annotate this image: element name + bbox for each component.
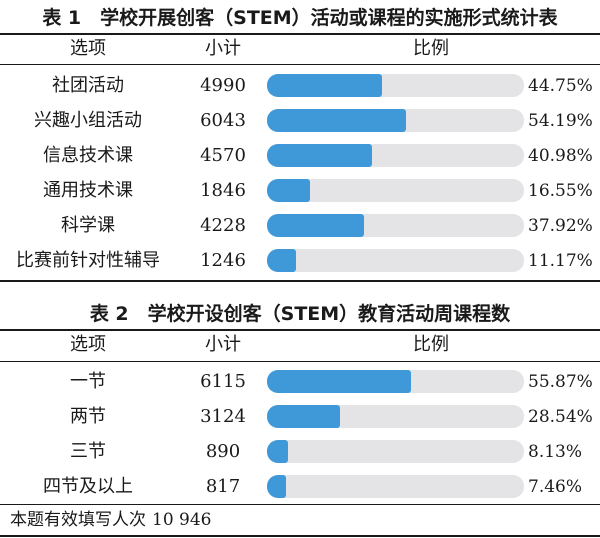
table1-row-percent-label: 54.19% — [528, 111, 593, 131]
table1-row-count: 1846 — [200, 180, 246, 201]
table2-row-bar-track — [267, 475, 524, 498]
table2-row-percent-label: 55.87% — [528, 372, 593, 392]
table2-row-bar-fill — [267, 440, 288, 463]
table1-row-bar-track — [267, 109, 524, 132]
table2-row-option-label: 三节 — [70, 441, 106, 462]
table2-row-bar-track — [267, 405, 524, 428]
table2-row-count: 890 — [205, 441, 241, 462]
table2-row-bar-track — [267, 440, 524, 463]
table1-row-bar-fill — [267, 144, 372, 167]
table1-bottom-rule — [0, 280, 600, 282]
table1-header-ratio: 比例 — [413, 38, 449, 59]
table2-row-count: 6115 — [200, 371, 246, 392]
table1-row-bar-track — [267, 144, 524, 167]
table2-bottom-rule — [0, 535, 600, 537]
table2-row-percent-label: 7.46% — [528, 477, 583, 497]
table2-row-bar-fill — [267, 475, 286, 498]
table2-row-option-label: 一节 — [70, 371, 106, 392]
table2-row-count: 3124 — [200, 406, 246, 427]
table1-row-option-label: 科学课 — [61, 215, 115, 236]
table1-row-percent-label: 16.55% — [528, 181, 593, 201]
table1-row-option-label: 信息技术课 — [43, 145, 133, 166]
table2-header-option: 选项 — [70, 334, 106, 355]
table1-row-bar-track — [267, 249, 524, 272]
table1-row-bar-fill — [267, 249, 296, 272]
table1-top-rule — [0, 33, 600, 35]
table1-row-bar-track — [267, 74, 524, 97]
table2-footer-rule — [0, 504, 600, 505]
table2-row-percent-label: 8.13% — [528, 442, 583, 462]
table1-row-count: 4570 — [200, 145, 246, 166]
table1-header-rule — [0, 64, 600, 65]
table2-header-ratio: 比例 — [413, 334, 449, 355]
table2-header-subtotal: 小计 — [205, 334, 241, 355]
table1-row-count: 4228 — [200, 215, 246, 236]
table2-title: 表 2 学校开设创客（STEM）教育活动周课程数 — [89, 303, 511, 325]
table2-row-percent-label: 28.54% — [528, 407, 593, 427]
table1-row-option-label: 比赛前针对性辅导 — [16, 250, 160, 271]
table1-row-percent-label: 44.75% — [528, 76, 593, 96]
table1-row-bar-fill — [267, 74, 382, 97]
footer: 本题有效填写人次 10 946 — [10, 509, 211, 531]
table2-row-bar-fill — [267, 370, 411, 393]
table1-row-option-label: 通用技术课 — [43, 180, 133, 201]
table1-row-bar-fill — [267, 109, 406, 132]
table1-header-option: 选项 — [70, 38, 106, 59]
table2-row-option-label: 四节及以上 — [43, 476, 133, 497]
table1-row-count: 6043 — [200, 110, 246, 131]
table2-top-rule — [0, 329, 600, 331]
table2-header-rule — [0, 361, 600, 362]
table1-row-bar-track — [267, 214, 524, 237]
table1-header-subtotal: 小计 — [205, 38, 241, 59]
table1-row-option-label: 社团活动 — [52, 75, 124, 96]
table2-row-count: 817 — [205, 476, 241, 497]
table1-row-count: 4990 — [200, 75, 246, 96]
table1-row-percent-label: 37.92% — [528, 216, 593, 236]
table1-row-count: 1246 — [200, 250, 246, 271]
footer-value: 10 946 — [152, 510, 212, 530]
footer-label: 本题有效填写人次 — [10, 510, 146, 530]
table2-row-bar-track — [267, 370, 524, 393]
table1-row-bar-fill — [267, 179, 310, 202]
table2-row-bar-fill — [267, 405, 340, 428]
table2-row-option-label: 两节 — [70, 406, 106, 427]
table1-row-percent-label: 40.98% — [528, 146, 593, 166]
table1-row-bar-track — [267, 179, 524, 202]
table1-row-bar-fill — [267, 214, 364, 237]
table1-row-option-label: 兴趣小组活动 — [34, 110, 142, 131]
table1-row-percent-label: 11.17% — [528, 251, 593, 271]
table1-title: 表 1 学校开展创客（STEM）活动或课程的实施形式统计表 — [42, 7, 558, 29]
